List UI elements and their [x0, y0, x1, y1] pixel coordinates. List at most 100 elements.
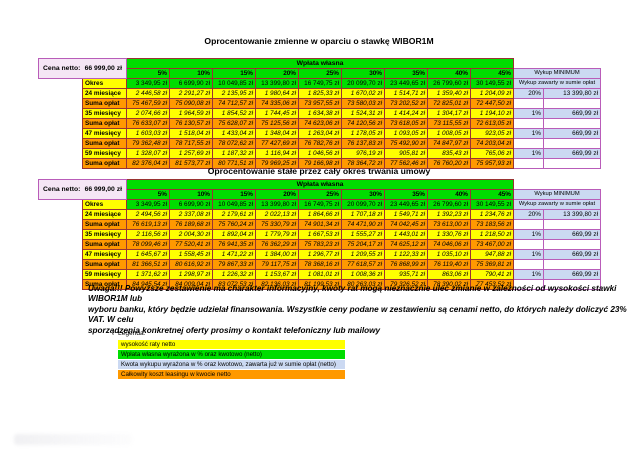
downpayment-amount-cell: 6 699,90 zł — [169, 199, 213, 210]
table-row: 59 miesięcy 1 328,07 zł 1 257,69 zł 1 187,3… — [38, 148, 601, 159]
monthly-rate-cell: 1 153,67 zł — [255, 269, 299, 280]
percent-header-cell: 45% — [470, 68, 514, 79]
wykup-empty-cell — [543, 219, 601, 230]
downpayment-amount-cell: 26 799,60 zł — [427, 78, 471, 89]
legend-item: Całkowity koszt leasingu w kwocie netto — [118, 370, 345, 379]
wykup-percent-cell: 20% — [513, 88, 544, 99]
table-row: 24 miesiące 2 446,58 zł 2 291,27 zł 2 135,9… — [38, 88, 601, 99]
total-cost-cell: 76 782,76 zł — [298, 138, 342, 149]
percent-header-cell: 10% — [169, 68, 213, 79]
total-cost-cell: 73 613,00 zł — [427, 219, 471, 230]
wplata-wlasna-header: Wpłata własna — [126, 58, 514, 69]
row-label-cell: Suma opłat — [82, 219, 127, 230]
total-cost-cell: 74 847,97 zł — [427, 138, 471, 149]
wykup-subheader: Wykup zawarty w sumie opłat — [513, 199, 601, 210]
total-cost-cell: 73 957,55 zł — [298, 98, 342, 109]
monthly-rate-cell: 1 392,23 zł — [427, 209, 471, 220]
wykup-amount-cell: 669,99 zł — [543, 249, 601, 260]
disclaimer-line: wyboru banku, który będzie udzielał fina… — [88, 304, 627, 325]
total-cost-cell: 73 202,52 zł — [384, 98, 428, 109]
percent-header-cell: 35% — [384, 68, 428, 79]
variable-rate-title: Oprocentowanie zmienne w oparciu o stawk… — [204, 36, 434, 46]
watermark — [14, 434, 132, 445]
total-cost-cell: 76 119,40 zł — [427, 259, 471, 270]
percent-header-cell: 25% — [298, 189, 342, 200]
wykup-empty-cell — [543, 158, 601, 169]
wykup-empty-cell — [513, 239, 544, 250]
monthly-rate-cell: 1 433,04 zł — [212, 128, 256, 139]
row-label-cell: 24 miesiące — [82, 88, 127, 99]
downpayment-amount-cell: 16 749,75 zł — [298, 78, 342, 89]
table-row: 35 miesięcy 2 116,56 zł 2 004,30 zł 1 892,0… — [38, 229, 601, 240]
rate-table: Cena netto: 66 999,00 zł Wpłata własna 5% 10… — [38, 58, 601, 169]
legend-item: Kwota wykupu wyrażona w % oraz kwotowo, … — [118, 360, 345, 369]
monthly-rate-cell: 1 008,36 zł — [341, 269, 385, 280]
row-label-cell: Suma opłat — [82, 138, 127, 149]
wykup-percent-cell: 1% — [513, 229, 544, 240]
monthly-rate-cell: 1 980,64 zł — [255, 88, 299, 99]
spacer-cell — [38, 128, 83, 139]
table-row: Suma opłat 84 945,54 zł 84 009,04 zł 83 072… — [38, 279, 601, 290]
row-label-cell: Okres — [82, 78, 127, 89]
wykup-minimum-header: Wykup MINIMUM — [513, 189, 601, 200]
percent-header-cell: 10% — [169, 189, 213, 200]
row-label-cell: 47 miesięcy — [82, 128, 127, 139]
table-row: Suma opłat 79 362,48 zł 78 717,55 zł 78 072… — [38, 138, 601, 149]
monthly-rate-cell: 905,81 zł — [384, 148, 428, 159]
monthly-rate-cell: 1 218,50 zł — [470, 229, 514, 240]
total-cost-cell: 76 189,68 zł — [169, 219, 213, 230]
percent-header-cell: 45% — [470, 189, 514, 200]
total-cost-cell: 74 335,06 zł — [255, 98, 299, 109]
spacer-cell — [38, 279, 83, 290]
spacer-cell — [38, 269, 83, 280]
wykup-amount-cell: 669,99 zł — [543, 229, 601, 240]
total-cost-cell: 80 616,92 zł — [169, 259, 213, 270]
monthly-rate-cell: 2 022,13 zł — [255, 209, 299, 220]
monthly-rate-cell: 1 514,71 zł — [384, 88, 428, 99]
percent-header-cell: 15% — [212, 189, 256, 200]
wykup-amount-cell: 13 399,80 zł — [543, 209, 601, 220]
cena-netto-value: 66 999,00 zł — [84, 65, 122, 72]
table-row: 59 miesięcy 1 371,62 zł 1 298,97 zł 1 226,3… — [38, 269, 601, 280]
disclaimer: Uwaga!!! Powyższe zestawienie ma charakt… — [88, 284, 628, 336]
total-cost-cell: 78 717,55 zł — [169, 138, 213, 149]
monthly-rate-cell: 1 178,05 zł — [341, 128, 385, 139]
wykup-empty-cell — [543, 279, 601, 290]
table-row: Cena netto: 66 999,00 zł Wpłata własna — [38, 58, 601, 79]
row-label-cell: 24 miesiące — [82, 209, 127, 220]
legend-title: Legenda: — [118, 330, 146, 337]
monthly-rate-cell: 1 384,00 zł — [255, 249, 299, 260]
monthly-rate-cell: 2 004,30 zł — [169, 229, 213, 240]
cena-netto-label: Cena netto: — [43, 65, 81, 72]
spacer-cell — [38, 78, 83, 89]
wykup-empty-cell — [513, 259, 544, 270]
total-cost-cell: 75 090,08 zł — [169, 98, 213, 109]
monthly-rate-cell: 1 209,55 zł — [341, 249, 385, 260]
total-cost-cell: 74 046,06 zł — [427, 239, 471, 250]
downpayment-amount-cell: 20 099,70 zł — [341, 78, 385, 89]
fixed-rate-title: Oprocentowanie stałe przez cały okres tr… — [207, 166, 431, 176]
monthly-rate-cell: 1 744,45 zł — [255, 108, 299, 119]
monthly-rate-cell: 1 634,38 zł — [298, 108, 342, 119]
total-cost-cell: 79 117,75 zł — [255, 259, 299, 270]
table-row: 5% 10% 15% 20% 25% 30% 35% 40% 45% Wykup MINIMUM — [39, 189, 601, 200]
wykup-percent-cell: 1% — [513, 108, 544, 119]
monthly-rate-cell: 1 296,77 zł — [298, 249, 342, 260]
total-cost-cell: 75 330,79 zł — [255, 219, 299, 230]
total-cost-cell: 76 619,13 zł — [126, 219, 170, 230]
percent-header-cell: 30% — [341, 68, 385, 79]
monthly-rate-cell: 1 779,79 zł — [255, 229, 299, 240]
wykup-percent-cell: 1% — [513, 249, 544, 260]
total-cost-cell: 75 628,07 zł — [212, 118, 256, 129]
downpayment-amount-cell: 30 149,55 zł — [470, 78, 514, 89]
wykup-empty-cell — [513, 219, 544, 230]
monthly-rate-cell: 1 555,27 zł — [341, 229, 385, 240]
monthly-rate-cell: 1 518,04 zł — [169, 128, 213, 139]
disclaimer-line: Uwaga!!! Powyższe zestawienie ma charakt… — [88, 284, 617, 304]
wykup-empty-cell — [513, 118, 544, 129]
total-cost-cell: 75 783,23 zł — [298, 239, 342, 250]
monthly-rate-cell: 1 008,05 zł — [427, 128, 471, 139]
monthly-rate-cell: 1 603,03 zł — [126, 128, 170, 139]
table-row: Suma opłat 76 619,13 zł 76 189,68 zł 75 760… — [38, 219, 601, 230]
table-row: Suma opłat 75 467,59 zł 75 090,08 zł 74 712… — [38, 98, 601, 109]
